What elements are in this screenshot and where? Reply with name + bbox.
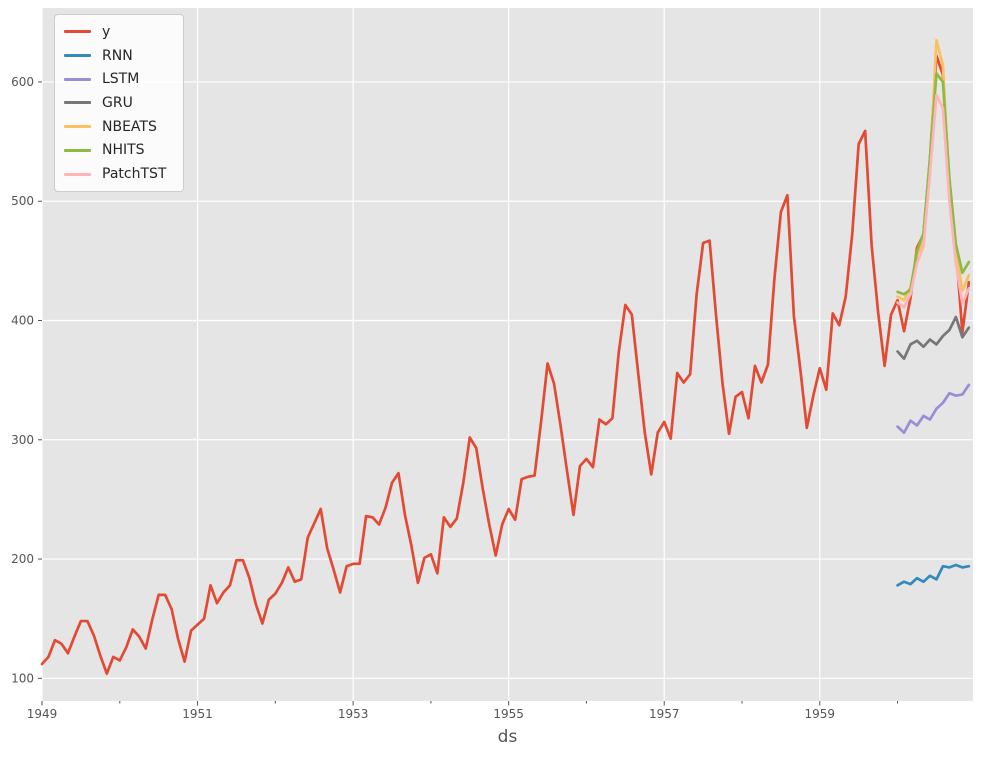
legend-label-gru: GRU (102, 94, 133, 111)
x-tick-label: 1959 (805, 707, 836, 721)
series-line-gru (896, 315, 971, 361)
legend: y RNN LSTM GRU NBEATS NHITS PatchTST (54, 14, 184, 192)
legend-item-lstm: LSTM (55, 68, 183, 90)
y-tick-label: 100 (11, 671, 34, 685)
x-axis-label: ds (497, 727, 518, 747)
legend-line-swatch-nhits (64, 148, 91, 152)
y-tick-label: 300 (11, 433, 34, 447)
legend-label-lstm: LSTM (102, 71, 140, 88)
legend-label-nbeats: NBEATS (102, 118, 157, 135)
series-line-rnn (896, 563, 971, 587)
legend-line-swatch-gru (64, 101, 91, 105)
y-tick-label: 200 (11, 552, 34, 566)
legend-label-nhits: NHITS (102, 142, 145, 159)
legend-item-nbeats: NBEATS (55, 116, 183, 138)
y-tick-label: 500 (11, 194, 34, 208)
legend-line-swatch-nbeats (64, 125, 91, 129)
series-line-lstm (896, 383, 971, 434)
legend-item-patchtst: PatchTST (55, 163, 183, 185)
legend-label-y: y (102, 23, 111, 40)
x-tick-label: 1953 (338, 707, 369, 721)
legend-item-nhits: NHITS (55, 139, 183, 161)
x-tick-label: 1949 (27, 707, 58, 721)
x-tick-label: 1957 (649, 707, 680, 721)
series-line-patchtst (896, 93, 971, 309)
x-tick-label: 1955 (493, 707, 524, 721)
legend-line-swatch-y (64, 30, 91, 34)
series-line-y (40, 54, 971, 675)
legend-item-rnn: RNN (55, 45, 183, 67)
legend-line-swatch-lstm (64, 77, 91, 81)
legend-line-swatch-patchtst (64, 172, 91, 176)
legend-line-swatch-rnn (64, 54, 91, 58)
legend-label-rnn: RNN (102, 47, 133, 64)
legend-item-y: y (55, 21, 183, 43)
x-tick-label: 1951 (182, 707, 213, 721)
y-tick-label: 600 (11, 75, 34, 89)
legend-label-patchtst: PatchTST (102, 166, 167, 183)
series-line-nhits (896, 72, 971, 296)
legend-item-gru: GRU (55, 92, 183, 114)
y-tick-label: 400 (11, 314, 34, 328)
